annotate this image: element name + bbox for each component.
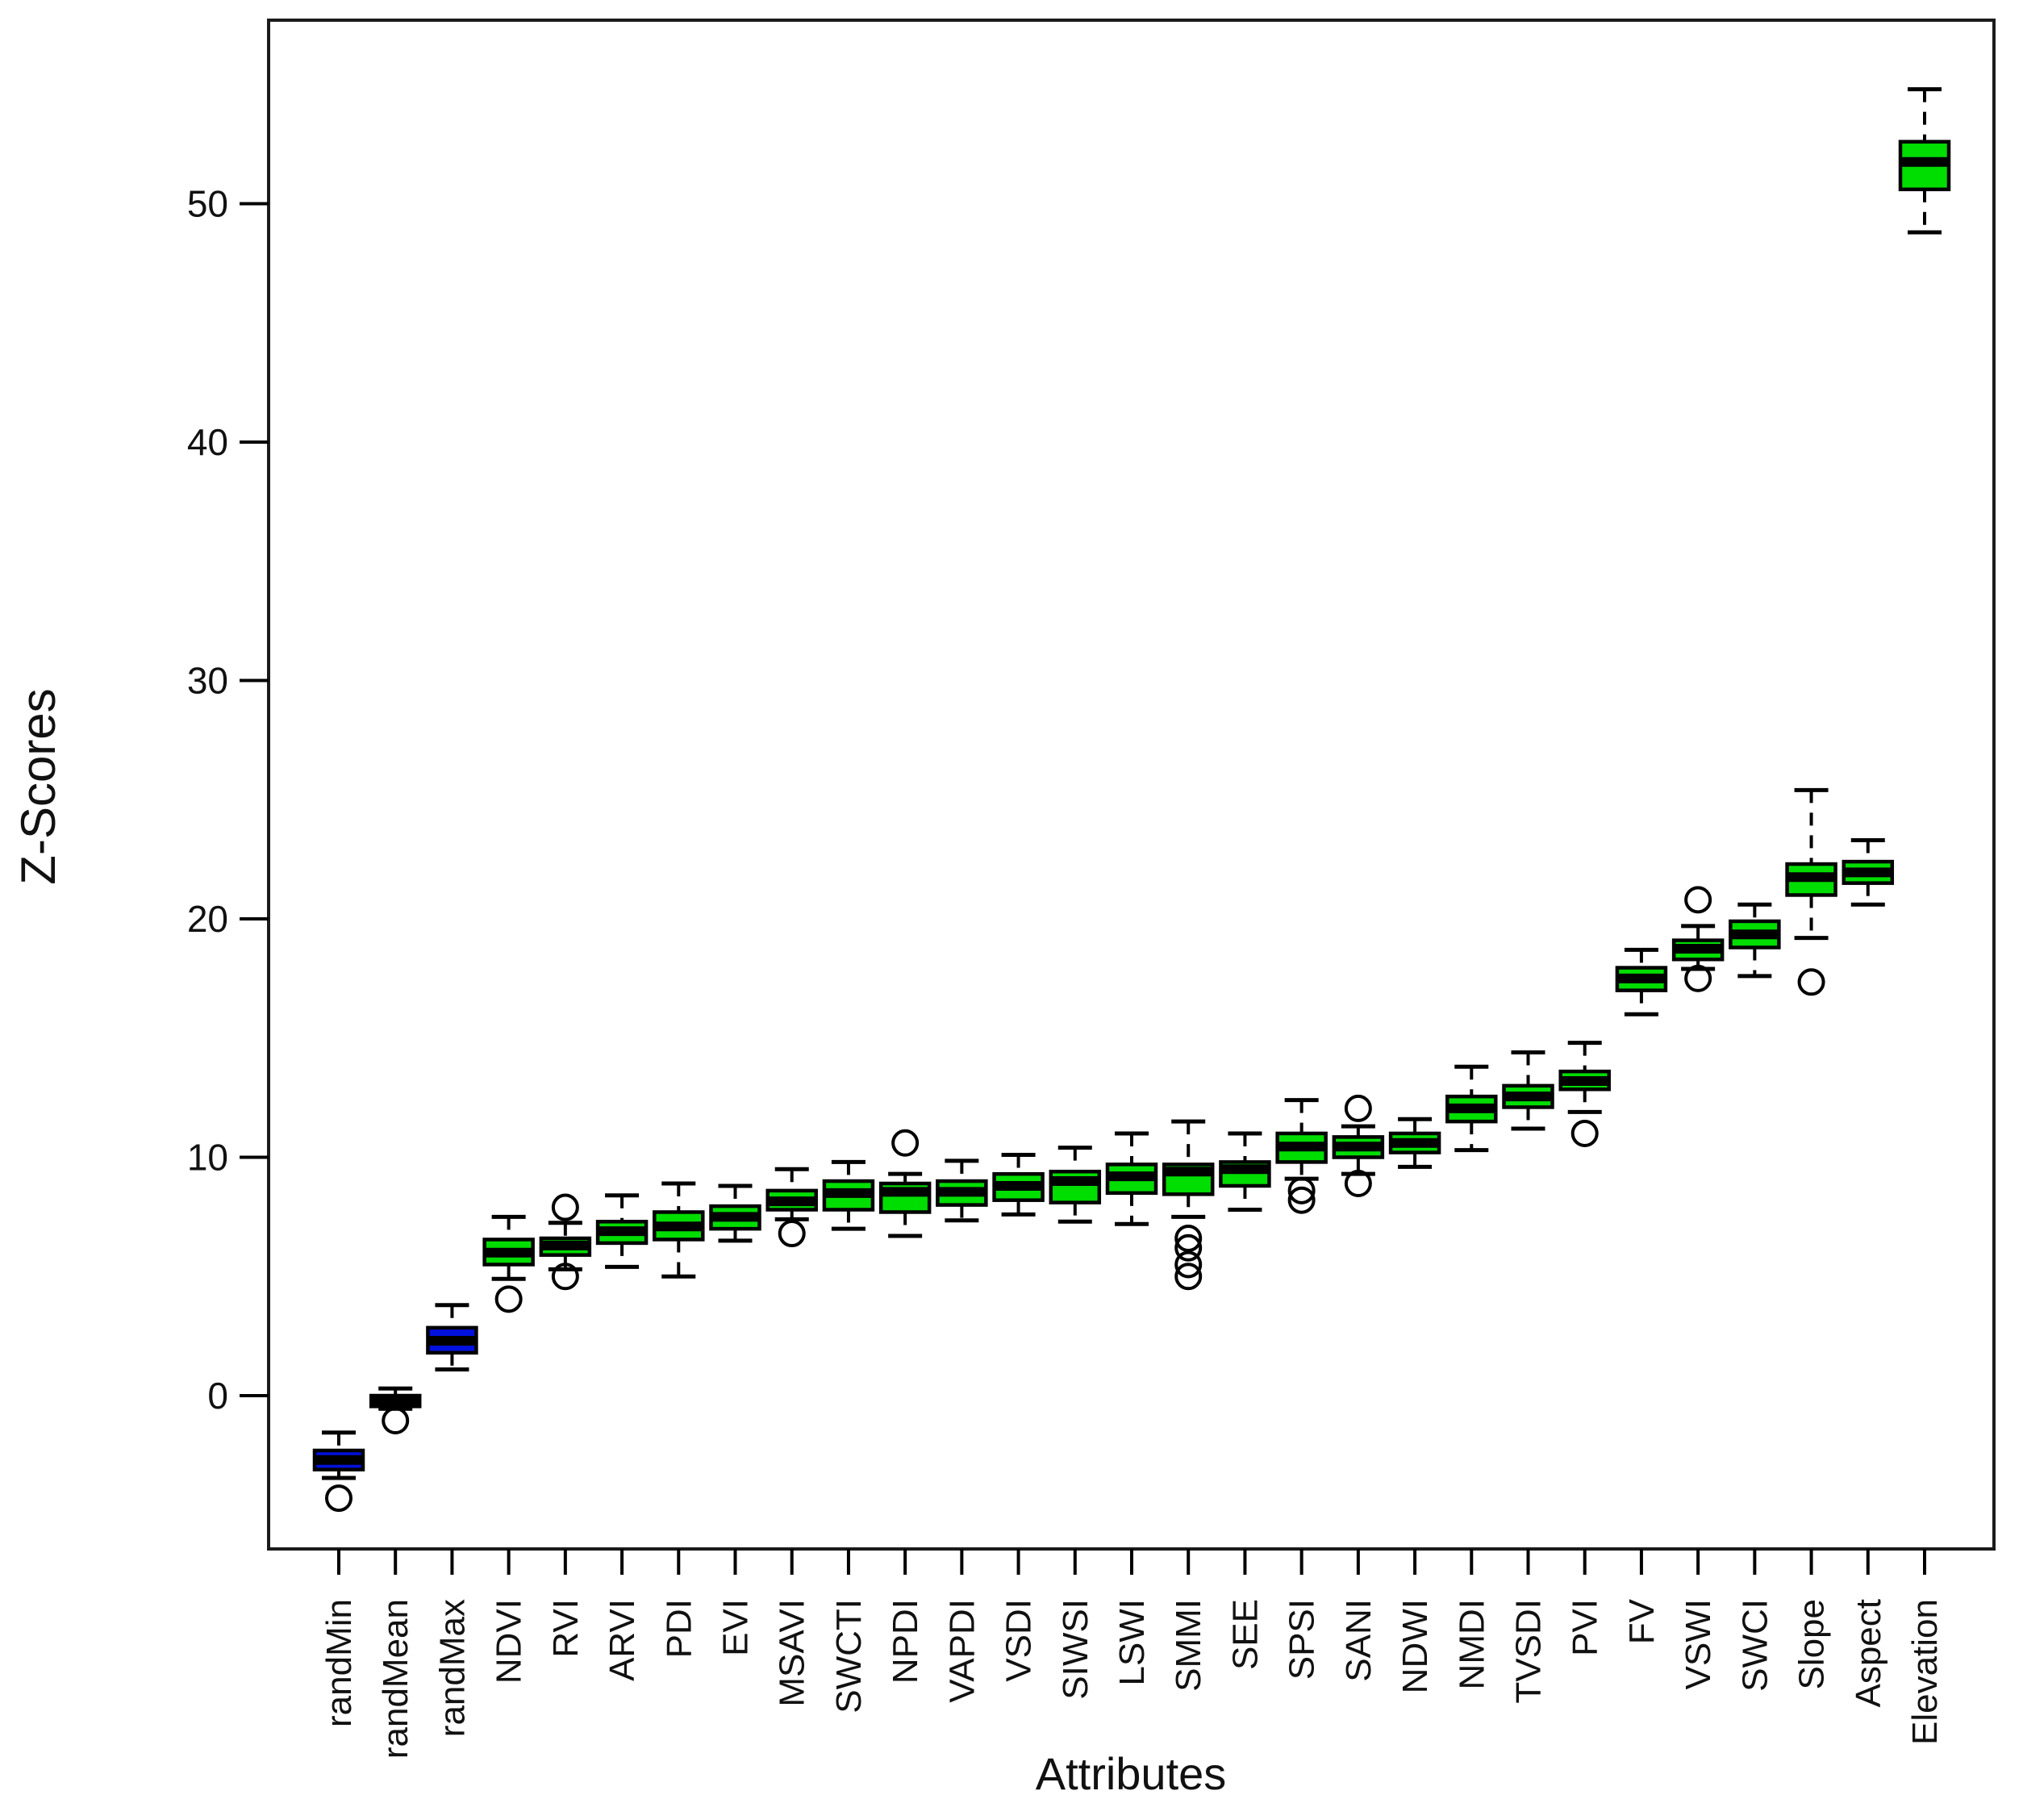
x-tick-label: randMax (432, 1599, 472, 1737)
x-tick-label: VSWI (1679, 1599, 1718, 1689)
x-tick-label: ARVI (603, 1599, 642, 1681)
outlier-point (1174, 1224, 1203, 1252)
x-tick-label: SWCTI (829, 1599, 869, 1714)
y-tick-label: 30 (187, 660, 228, 702)
x-tick-label: TVSDI (1509, 1599, 1549, 1704)
box-plot-item (992, 1153, 1045, 1217)
outlier-point (1344, 1094, 1372, 1122)
outlier-point (891, 1129, 920, 1157)
y-tick-label: 10 (187, 1137, 228, 1179)
iqr-box (1049, 1169, 1102, 1204)
box-plot-item (1162, 1119, 1215, 1291)
box-plot-item (653, 1181, 705, 1279)
x-tick-label: randMean (376, 1599, 415, 1759)
box-plot-item (1105, 1131, 1158, 1226)
x-tick-label: NPDI (886, 1599, 925, 1684)
x-tick-label: LSWI (1112, 1599, 1152, 1686)
outlier-point (1174, 1234, 1203, 1262)
box-plot-item (312, 1430, 365, 1513)
box-plot-item (1332, 1094, 1385, 1198)
box-plot-item (1388, 1117, 1441, 1169)
outlier-point (494, 1285, 523, 1313)
y-tick-label: 0 (207, 1375, 228, 1417)
plot-area (267, 19, 1996, 1551)
box-plot-item (1275, 1098, 1328, 1214)
outlier-point (1287, 1176, 1316, 1204)
x-tick-label: SIWSI (1056, 1599, 1095, 1700)
y-tick-label: 40 (187, 421, 228, 463)
x-tick-label: FV (1622, 1598, 1662, 1644)
box-plot-item (369, 1386, 422, 1435)
outlier-point (1174, 1250, 1203, 1279)
x-tick-label: SANI (1339, 1599, 1379, 1682)
y-axis-title: Z-Scores (11, 688, 65, 884)
x-tick-label: Aspect (1849, 1599, 1888, 1708)
y-tick-label: 50 (187, 183, 228, 225)
box-plot-item (1615, 947, 1668, 1016)
x-tick-label: PVI (1566, 1599, 1605, 1656)
box-plot-item (1729, 902, 1781, 979)
box-plot-item (595, 1193, 649, 1269)
x-axis-title: Attributes (1036, 1748, 1227, 1799)
box-plot-item (539, 1193, 592, 1291)
outlier-point (1797, 968, 1825, 996)
x-tick-label: VSDI (999, 1599, 1039, 1682)
outlier-point (551, 1193, 579, 1221)
outlier-point (1174, 1263, 1203, 1291)
x-tick-label: RVI (546, 1599, 586, 1658)
box-plot-item (765, 1167, 818, 1248)
x-tick-label: Elevation (1905, 1599, 1945, 1745)
box-plot-item (1502, 1050, 1554, 1131)
box-plot-item (1785, 787, 1837, 996)
outlier-point (382, 1407, 410, 1435)
box-plot-item (936, 1158, 988, 1223)
x-tick-label: SWCI (1735, 1599, 1775, 1692)
box-plot-item (1445, 1064, 1498, 1153)
box-plot-item (709, 1183, 761, 1243)
x-tick-label: Slope (1792, 1599, 1832, 1690)
box-plot-item (878, 1129, 932, 1238)
x-tick-label: MSAVI (773, 1599, 812, 1707)
x-tick-label: NMDI (1452, 1599, 1491, 1689)
x-tick-label: NDVI (490, 1599, 529, 1684)
outlier-point (778, 1220, 806, 1248)
outlier-point (1684, 964, 1712, 992)
x-tick-label: NDWI (1395, 1599, 1435, 1693)
y-tick-label: 20 (187, 898, 228, 940)
box-plot-item (1558, 1041, 1611, 1147)
box-plot-item (1898, 87, 1951, 235)
box-plot-item (426, 1303, 478, 1371)
box-plot-item (1671, 886, 1725, 992)
box-plot-item (482, 1214, 535, 1313)
outlier-point (325, 1484, 352, 1513)
outlier-point (1287, 1186, 1316, 1214)
x-tick-label: EVI (716, 1599, 756, 1656)
axes-layer: 0 10 20 30 40 50 randMin randMean randMax NDVI RVI… (187, 183, 1945, 1759)
box-plot-item (1219, 1131, 1271, 1213)
boxes-layer (312, 87, 1951, 1513)
outlier-point (1344, 1170, 1372, 1198)
x-tick-label: SEE (1225, 1599, 1265, 1670)
x-tick-label: randMin (319, 1599, 359, 1727)
outlier-point (1570, 1119, 1599, 1147)
box-plot-item (822, 1159, 875, 1231)
box-plot-item (1049, 1146, 1102, 1224)
x-tick-label: SPSI (1283, 1599, 1322, 1680)
box-plot-item (1842, 837, 1895, 907)
x-tick-label: SMMI (1169, 1599, 1208, 1692)
outlier-point (1684, 886, 1712, 914)
outlier-point (551, 1263, 579, 1291)
x-tick-label: PDI (659, 1599, 699, 1658)
x-tick-label: VAPDI (942, 1599, 982, 1703)
